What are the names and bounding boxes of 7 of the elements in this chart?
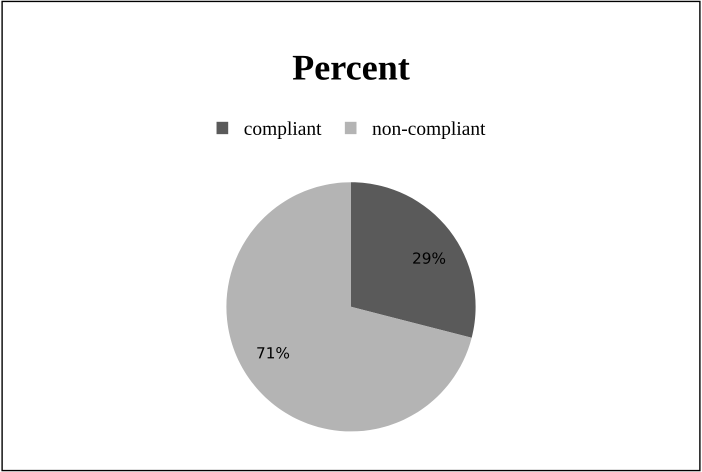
- pie-slice: [226, 182, 472, 432]
- data-label: 29%: [413, 252, 446, 264]
- chart-title: Percent: [292, 56, 410, 80]
- pie-slice: [351, 182, 476, 338]
- legend-label: non-compliant: [372, 121, 486, 139]
- data-label: 71%: [257, 347, 290, 359]
- legend-label: compliant: [244, 121, 322, 139]
